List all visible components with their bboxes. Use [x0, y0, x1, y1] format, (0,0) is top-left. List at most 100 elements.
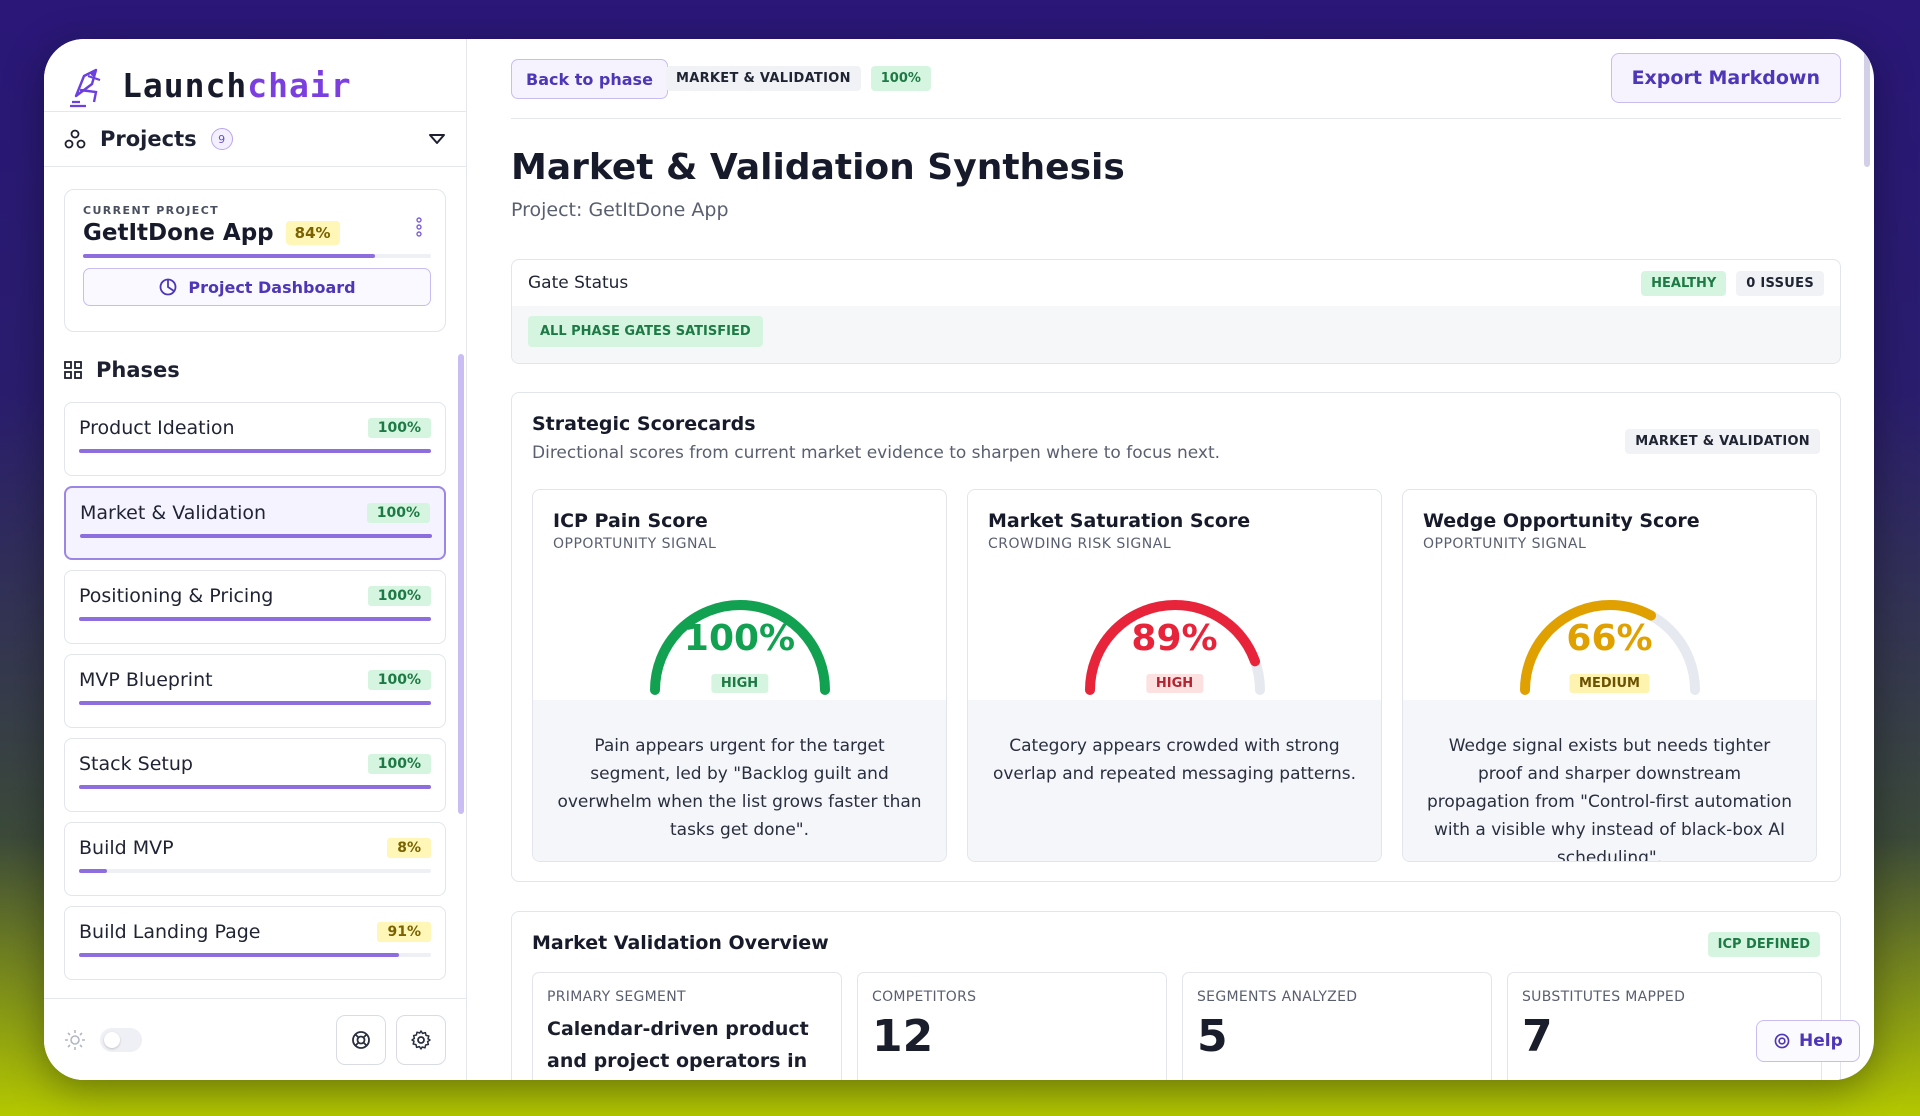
brand-name-part2: chair: [247, 65, 352, 105]
brand[interactable]: Launchchair: [66, 57, 352, 113]
phase-progress-bar: [80, 534, 432, 538]
scorecard-title: Market Saturation Score: [988, 510, 1251, 532]
strategic-scorecards-card: Strategic Scorecards Directional scores …: [511, 392, 1841, 882]
gauge-level-badge: HIGH: [1145, 674, 1204, 693]
theme-toggle[interactable]: [100, 1027, 142, 1052]
projects-selector[interactable]: Projects 9: [44, 111, 466, 167]
gauge-level-badge: MEDIUM: [1569, 674, 1650, 693]
phase-progress-badge: 100%: [367, 418, 431, 438]
phase-progress-fill: [79, 953, 400, 957]
launchchair-logo-icon: [70, 68, 101, 108]
scorecard-signal: OPPORTUNITY SIGNAL: [1423, 536, 1587, 552]
metric-primary-segment: PRIMARY SEGMENT Calendar-driven product …: [532, 972, 842, 1080]
sidebar-phase-item[interactable]: Product Ideation 100%: [64, 402, 446, 476]
sidebar-phase-item[interactable]: Build Landing Page 91%: [64, 906, 446, 980]
sidebar-footer: [44, 998, 466, 1080]
gauge-value: 100%: [683, 618, 796, 659]
metric-value: 7: [1522, 1011, 1553, 1062]
chevron-down-icon[interactable]: [428, 132, 446, 146]
scorecard-title: Wedge Opportunity Score: [1423, 510, 1700, 532]
metric-value: 12: [872, 1011, 934, 1062]
phase-name: MVP Blueprint: [79, 669, 213, 691]
gate-status-title: Gate Status: [528, 273, 629, 293]
phase-name: Positioning & Pricing: [79, 585, 274, 607]
projects-count-badge: 9: [210, 128, 233, 150]
help-label: Help: [1799, 1031, 1843, 1051]
current-project-progress-badge: 84%: [285, 221, 340, 245]
export-markdown-button[interactable]: Export Markdown: [1610, 53, 1841, 103]
scorecard: Wedge Opportunity Score OPPORTUNITY SIGN…: [1402, 489, 1817, 862]
phases-label: Phases: [96, 358, 180, 382]
phase-progress-fill: [79, 869, 108, 873]
healthy-badge: HEALTHY: [1641, 270, 1727, 296]
market-validation-overview-card: Market Validation Overview ICP DEFINED P…: [511, 911, 1841, 1080]
lifebuoy-icon: [1774, 1033, 1790, 1049]
phase-name: Stack Setup: [79, 753, 193, 775]
projects-icon: [64, 129, 86, 149]
sidebar-phase-item[interactable]: Build MVP 8%: [64, 822, 446, 896]
phase-progress-bar: [79, 785, 431, 789]
metric-label: PRIMARY SEGMENT: [547, 989, 686, 1005]
sidebar: Launchchair Projects 9 CURRENT PROJECT G…: [44, 39, 467, 1080]
current-project-card: CURRENT PROJECT GetItDone App 84% Projec…: [64, 189, 446, 332]
gauge-chart: [1520, 600, 1700, 695]
overview-title: Market Validation Overview: [532, 932, 829, 954]
page-subtitle: Project: GetItDone App: [511, 199, 729, 221]
phase-progress-fill: [79, 701, 431, 705]
gear-icon: [411, 1029, 431, 1050]
main-scrollbar[interactable]: [1864, 47, 1870, 167]
scorecard-description: Category appears crowded with strong ove…: [968, 700, 1381, 861]
gauge-chart: [1085, 600, 1265, 695]
back-to-phase-button[interactable]: Back to phase: [511, 59, 668, 99]
current-project-progress-bar: [83, 254, 431, 258]
phase-progress-badge: 100%: [367, 754, 431, 774]
current-project-name: GetItDone App: [83, 220, 274, 246]
scorecard: ICP Pain Score OPPORTUNITY SIGNAL 100% H…: [532, 489, 947, 862]
issues-badge: 0 ISSUES: [1736, 270, 1824, 296]
brand-name: Launchchair: [122, 66, 352, 105]
metric-label: COMPETITORS: [872, 989, 977, 1005]
current-project-label: CURRENT PROJECT: [83, 204, 220, 217]
metric-label: SEGMENTS ANALYZED: [1197, 989, 1358, 1005]
metric-substitutes-mapped: SUBSTITUTES MAPPED 7: [1507, 972, 1822, 1080]
metric-value: 5: [1197, 1011, 1228, 1062]
phase-progress-badge: 8%: [387, 838, 431, 858]
gate-status-card: Gate Status HEALTHY 0 ISSUES ALL PHASE G…: [511, 259, 1841, 364]
gauge-chart: [650, 600, 830, 695]
phase-progress-badge: 100%: [367, 586, 431, 606]
phase-progress-fill: [79, 785, 431, 789]
lifebuoy-icon: [352, 1030, 370, 1049]
phase-name: Build MVP: [79, 837, 174, 859]
scorecard-description: Wedge signal exists but needs tighter pr…: [1403, 700, 1816, 861]
help-button[interactable]: Help: [1756, 1020, 1860, 1062]
gauge-fill: [650, 600, 830, 695]
project-dashboard-button[interactable]: Project Dashboard: [83, 268, 431, 306]
sidebar-phase-item[interactable]: Positioning & Pricing 100%: [64, 570, 446, 644]
phase-list: Product Ideation 100% Market & Validatio…: [64, 402, 446, 990]
metric-label: SUBSTITUTES MAPPED: [1522, 989, 1686, 1005]
phase-progress-fill: [79, 617, 431, 621]
sidebar-phase-item[interactable]: MVP Blueprint 100%: [64, 654, 446, 728]
phase-tag: MARKET & VALIDATION: [666, 66, 861, 91]
project-dashboard-label: Project Dashboard: [188, 277, 356, 297]
sidebar-phase-item[interactable]: Market & Validation 100%: [64, 486, 446, 560]
metric-text: Calendar-driven product and project oper…: [547, 1018, 809, 1072]
phase-progress-bar: [79, 449, 431, 453]
sidebar-phase-item[interactable]: Stack Setup 100%: [64, 738, 446, 812]
phases-header: Phases: [64, 350, 180, 390]
top-bar: Back to phase MARKET & VALIDATION 100% E…: [511, 53, 1841, 119]
scorecards-description: Directional scores from current market e…: [532, 443, 1221, 463]
more-options-icon[interactable]: [415, 216, 423, 238]
settings-button[interactable]: [396, 1014, 446, 1065]
projects-label: Projects: [100, 127, 197, 151]
sun-icon: [65, 1029, 85, 1050]
main-content: Back to phase MARKET & VALIDATION 100% E…: [467, 39, 1874, 1080]
phase-progress-tag: 100%: [870, 66, 931, 91]
gauge-fill: [1085, 600, 1265, 695]
current-project-progress-fill: [83, 254, 376, 258]
support-button[interactable]: [336, 1014, 386, 1065]
phase-progress-badge: 100%: [367, 670, 431, 690]
phase-name: Market & Validation: [80, 502, 267, 524]
sidebar-scrollbar[interactable]: [458, 354, 464, 814]
scorecard-description: Pain appears urgent for the target segme…: [533, 700, 946, 861]
